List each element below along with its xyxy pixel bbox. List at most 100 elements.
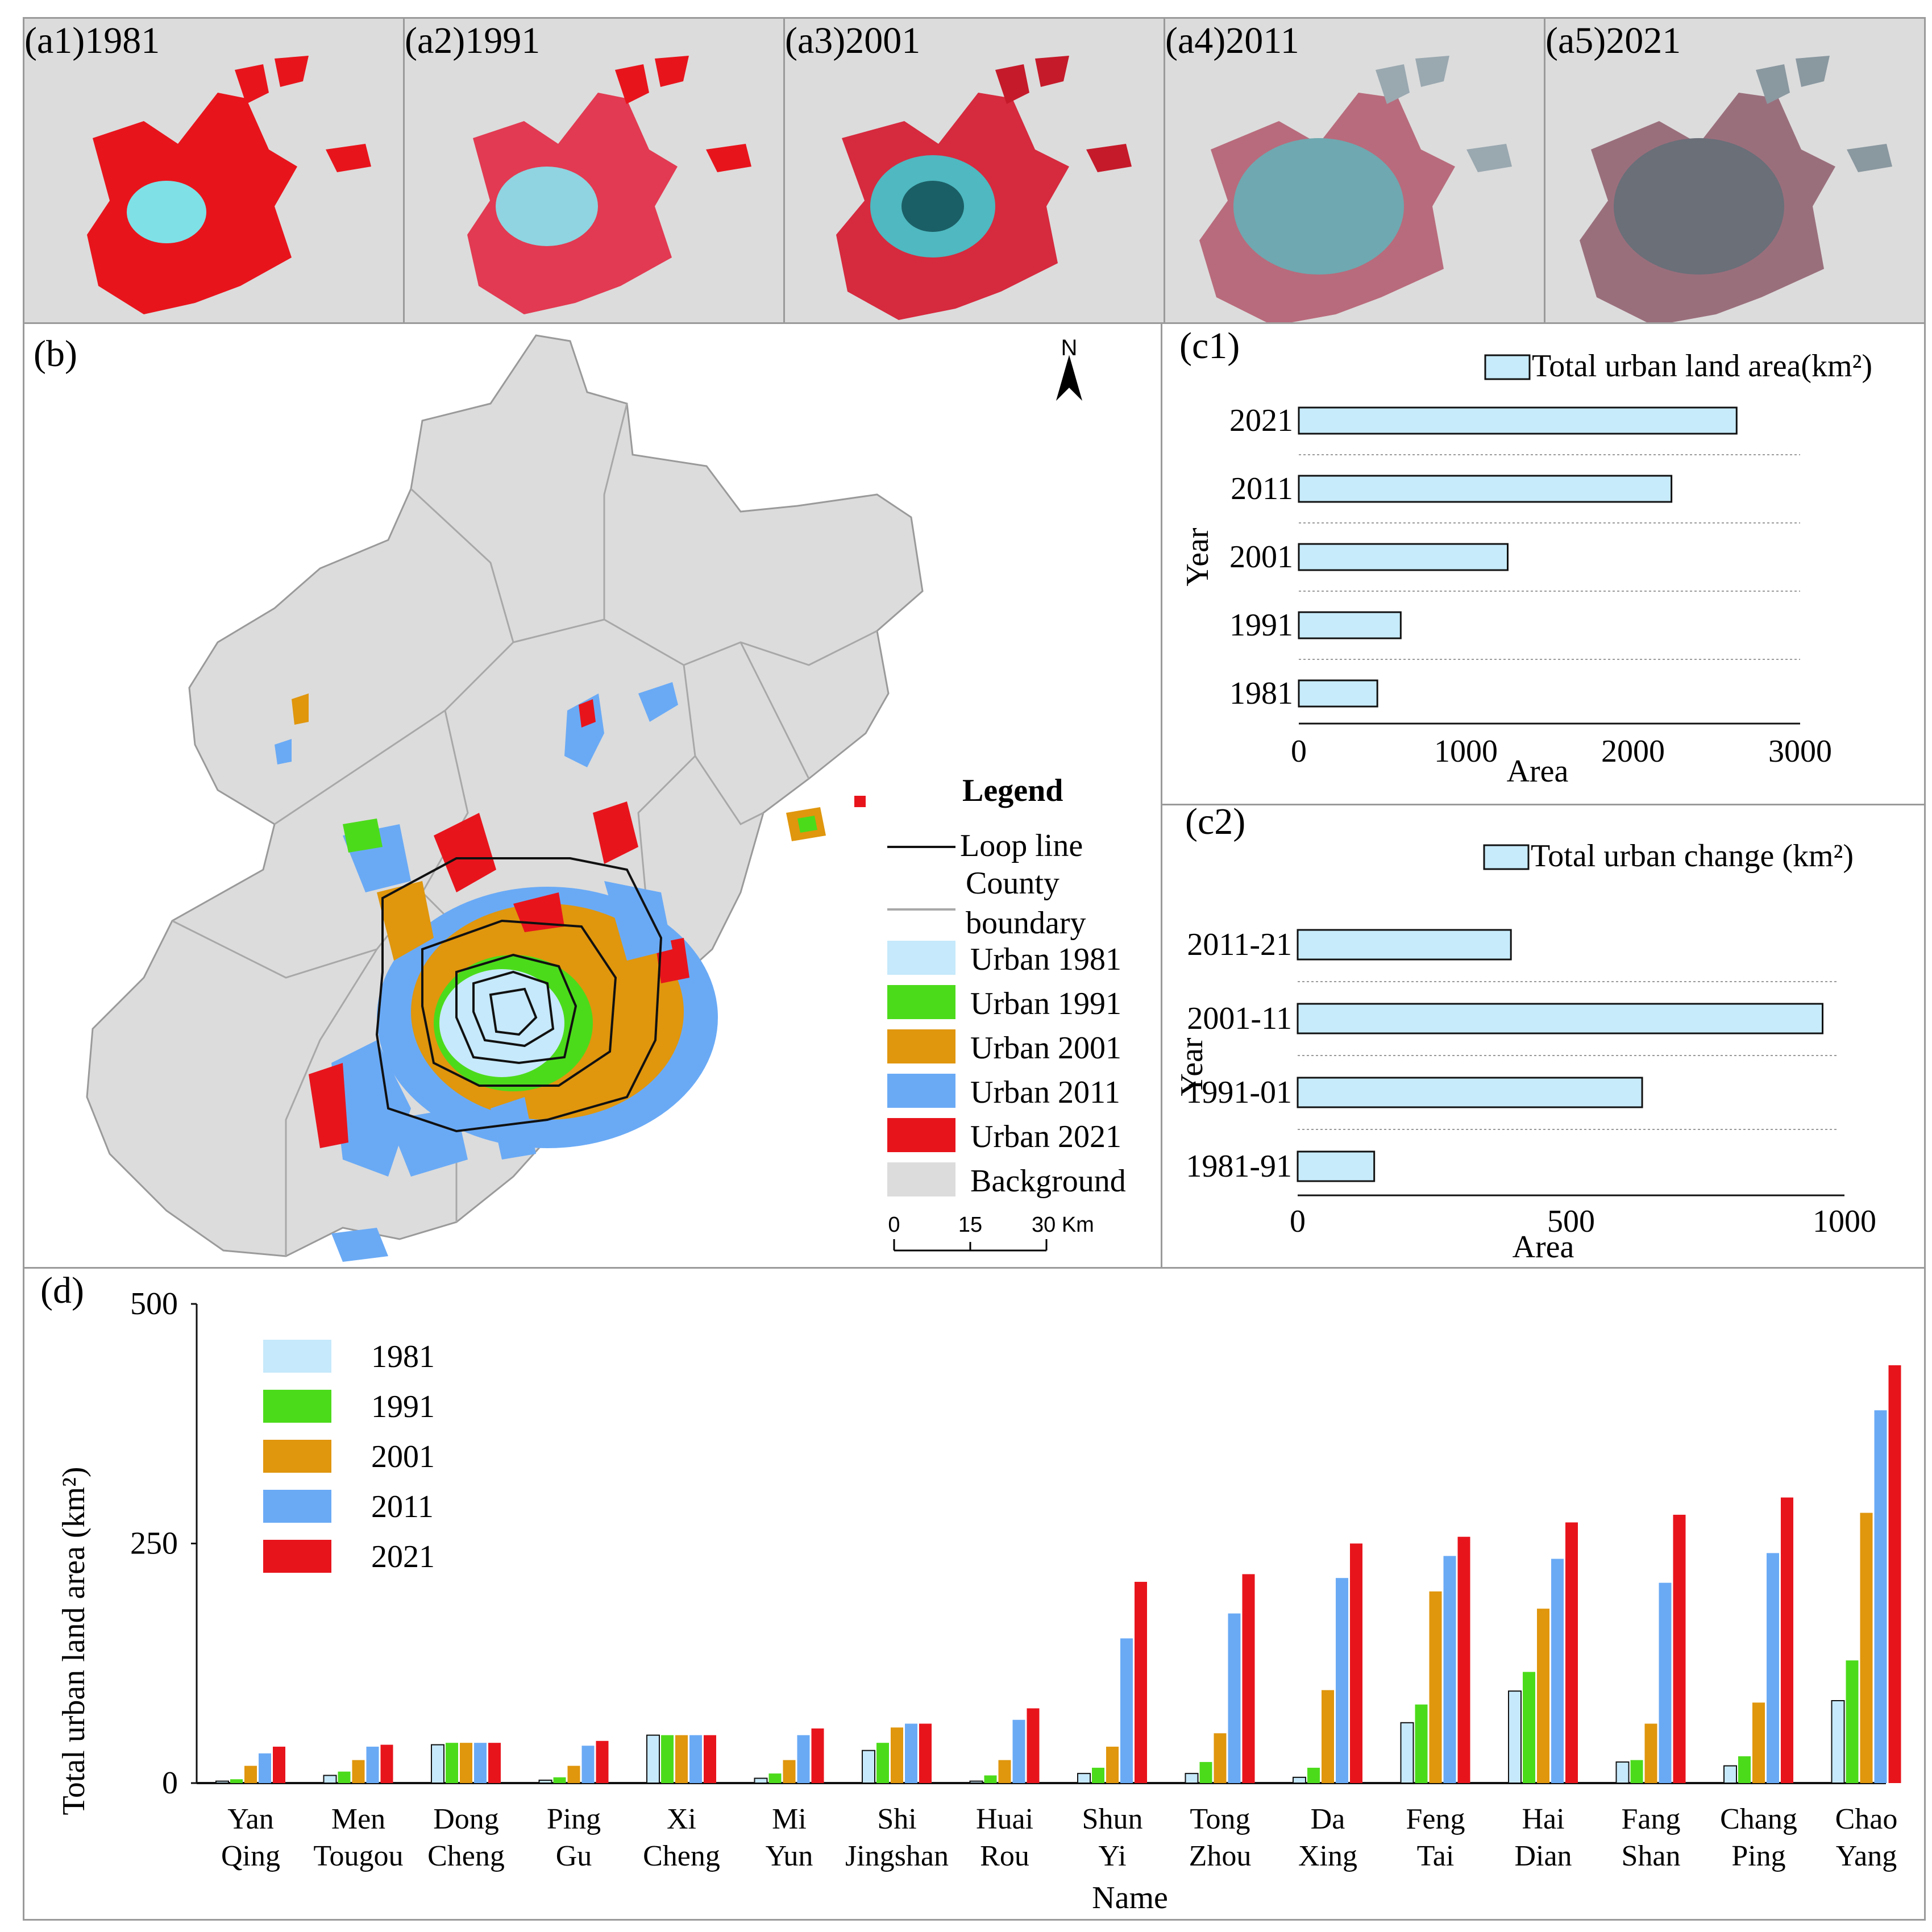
- legend-urban-1981: Urban 1981: [970, 942, 1121, 977]
- bar-Shun-Yi-1991: [1092, 1768, 1104, 1783]
- bar-Yan-Qing-2021: [273, 1746, 285, 1783]
- bar-2011: [1298, 475, 1673, 503]
- x-tick-label: 500: [1547, 1204, 1595, 1239]
- map-panel: (b): [23, 322, 1166, 1270]
- bar-Chang-Ping-1981: [1723, 1765, 1737, 1784]
- bar-Dong-Cheng-1981: [431, 1744, 444, 1784]
- category-label: 1991: [1229, 608, 1293, 643]
- bar-Men-Tougou-2011: [366, 1746, 379, 1783]
- category-label: 1981: [1229, 676, 1293, 711]
- bar-Shun-Yi-2011: [1120, 1638, 1133, 1783]
- north-label: N: [1061, 335, 1078, 360]
- legend-swatch-1981: [263, 1340, 331, 1373]
- bar-Ping-Gu-2001: [567, 1765, 580, 1783]
- bar-Feng-Tai-2001: [1429, 1591, 1442, 1783]
- bar-Mi-Yun-2021: [811, 1728, 824, 1783]
- category-label: Shi: [877, 1803, 916, 1835]
- legend-title: Legend: [962, 773, 1063, 808]
- bar-Shi-Jingshan-1991: [876, 1743, 889, 1783]
- legend-swatch-2021: [263, 1540, 331, 1573]
- category-label: Xing: [1298, 1840, 1357, 1872]
- category-label: Qing: [221, 1840, 280, 1872]
- category-label: Shun: [1082, 1803, 1143, 1835]
- legend-label-2011: 2011: [371, 1489, 434, 1524]
- bar-Chao-Yang-2001: [1860, 1513, 1873, 1783]
- thumb-2011-map: [1199, 56, 1512, 322]
- thumb-label: (a1)1981: [24, 20, 160, 61]
- legend-background: Background: [970, 1164, 1126, 1199]
- bar-Tong-Zhou-2021: [1242, 1574, 1255, 1783]
- thumb-2001: (a3)2001: [783, 17, 1165, 324]
- legend-urban-2011: Urban 2011: [970, 1075, 1120, 1110]
- bar-Mi-Yun-1991: [768, 1773, 782, 1783]
- category-label: Zhou: [1189, 1840, 1252, 1872]
- bar-Ping-Gu-1981: [538, 1779, 552, 1784]
- thumb-1981-map: [87, 56, 371, 314]
- bar-Fang-Shan-1991: [1630, 1760, 1643, 1783]
- bar-Tong-Zhou-1981: [1185, 1773, 1199, 1784]
- bar-Feng-Tai-2011: [1443, 1556, 1456, 1783]
- bar-Fang-Shan-1981: [1615, 1761, 1630, 1784]
- chart-d-xlabel: Name: [1092, 1880, 1168, 1916]
- category-label: Cheng: [427, 1840, 505, 1872]
- scale-15: 15: [958, 1213, 982, 1237]
- bar-Shi-Jingshan-2011: [905, 1723, 917, 1783]
- bar-Feng-Tai-2021: [1457, 1536, 1470, 1783]
- legend-label-1981: 1981: [371, 1339, 435, 1374]
- bar-Huai-Rou-1981: [969, 1780, 983, 1784]
- legend-urban-2021: Urban 2021: [970, 1119, 1121, 1154]
- bar-Ping-Gu-2021: [596, 1740, 609, 1783]
- bar-Yan-Qing-1981: [215, 1780, 229, 1784]
- map-panel-label: (b): [34, 333, 77, 375]
- chart-c1-panel: (c1) Total urban land area(km²) Year Are…: [1161, 322, 1926, 805]
- bar-2001-11: [1297, 1003, 1824, 1034]
- legend-label-2021: 2021: [371, 1539, 435, 1574]
- category-label: Xi: [667, 1803, 696, 1835]
- category-label: 1981-91: [1186, 1149, 1292, 1184]
- bar-Men-Tougou-1981: [323, 1775, 337, 1784]
- category-label: Feng: [1406, 1803, 1465, 1835]
- x-tick-label: 0: [1291, 734, 1307, 769]
- bar-Tong-Zhou-2011: [1228, 1613, 1241, 1783]
- x-tick-label: 2000: [1601, 734, 1665, 769]
- bar-1981: [1298, 679, 1378, 708]
- bar-Hai-Dian-1991: [1523, 1672, 1535, 1783]
- category-label: Ping: [547, 1803, 601, 1835]
- chart-c2-legend: Total urban change (km²): [1531, 838, 1854, 874]
- chart-d-ylabel: Total urban land area (km²): [56, 1466, 92, 1815]
- y-tick-label: 250: [130, 1526, 178, 1561]
- chart-d: (d) Total urban land area (km²) Name 0 25…: [40, 1270, 1901, 1916]
- bar-Hai-Dian-1981: [1508, 1690, 1522, 1784]
- bar-Mi-Yun-1981: [754, 1777, 768, 1784]
- scale-30km: 30 Km: [1032, 1213, 1094, 1237]
- bar-Dong-Cheng-2001: [460, 1743, 472, 1783]
- category-label: Tougou: [313, 1840, 403, 1872]
- category-label: Yang: [1836, 1840, 1897, 1872]
- bar-Huai-Rou-1991: [984, 1775, 997, 1783]
- bar-Hai-Dian-2021: [1565, 1522, 1578, 1783]
- bar-1991: [1298, 611, 1402, 639]
- thumb-label: (a4)2011: [1165, 20, 1299, 61]
- bar-Dong-Cheng-1991: [446, 1743, 458, 1783]
- legend-swatch-1991: [263, 1390, 331, 1423]
- bar-Feng-Tai-1981: [1400, 1722, 1414, 1784]
- bar-2001: [1298, 543, 1509, 571]
- bar-Dong-Cheng-2021: [488, 1743, 501, 1783]
- bar-Shi-Jingshan-1981: [862, 1750, 875, 1784]
- bar-Chang-Ping-2021: [1781, 1497, 1793, 1783]
- bar-Chao-Yang-1981: [1831, 1700, 1845, 1784]
- category-label: Huai: [976, 1803, 1033, 1835]
- category-label: Rou: [980, 1840, 1029, 1872]
- legend-swatches: [887, 846, 955, 1196]
- legend-swatch-2021: [887, 1118, 955, 1152]
- chart-d-label: (d): [40, 1270, 84, 1311]
- chart-c1: (c1) Total urban land area(km²) Year Are…: [1179, 325, 1872, 789]
- bar-Xi-Cheng-1981: [646, 1734, 660, 1784]
- bar-1981-91: [1297, 1150, 1376, 1182]
- chart-c1-xlabel: Area: [1507, 754, 1569, 789]
- bar-Shun-Yi-2021: [1135, 1581, 1147, 1783]
- category-label: Tong: [1190, 1803, 1250, 1835]
- category-label: 1991-01: [1186, 1075, 1292, 1110]
- bar-Chao-Yang-2011: [1874, 1410, 1887, 1783]
- legend-urban-1991: Urban 1991: [970, 986, 1121, 1021]
